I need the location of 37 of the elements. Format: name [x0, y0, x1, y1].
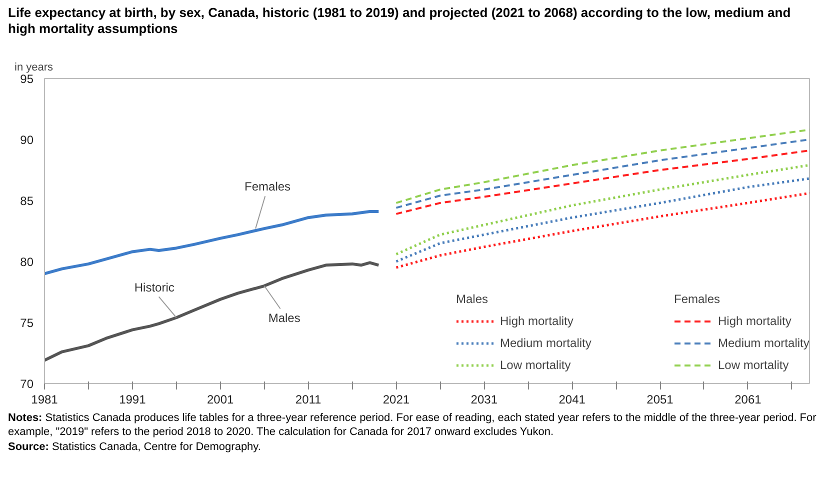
line-series	[395, 138, 810, 209]
y-tick-label: 70	[20, 377, 34, 391]
y-tick-label: 90	[20, 133, 34, 147]
x-tick-label: 2051	[646, 392, 674, 406]
legend-label: High mortality	[718, 314, 792, 328]
x-tick-label: 2001	[207, 392, 234, 406]
annotation: Females	[674, 292, 722, 306]
chart-title: Life expectancy at birth, by sex, Canada, historic (1981 to 2019) and projected (2021 to 2068) according to the low, medium and high mortality assumptions	[8, 5, 791, 36]
legend-label: Low mortality	[718, 358, 789, 372]
y-tick-label: 80	[20, 255, 34, 269]
y-axis-title: in years	[14, 62, 54, 74]
legend-label: Low mortality	[500, 358, 571, 372]
text: Notes: Statistics Canada produces life tables for a three-year reference period. For ease of reading, each stated year refers to the middle of the three-year period. For example, "2019" refers to the period 2018 to 2020. The calculation for Canada for 2017 onward excludes Yukon.	[8, 412, 816, 438]
x-tick-label: 1981	[31, 392, 58, 406]
line-series	[394, 192, 810, 269]
annotation: Females	[244, 180, 291, 194]
line-series	[44, 210, 380, 276]
x-tick-label: 2021	[382, 392, 410, 406]
y-tick-label: 75	[20, 316, 34, 330]
line-series	[394, 177, 810, 263]
legend-label: Medium mortality	[718, 336, 810, 350]
legend-label: High mortality	[500, 314, 574, 328]
line-series	[394, 164, 810, 256]
x-tick-label: 2061	[734, 392, 762, 406]
annotation: Males	[268, 310, 300, 325]
source-note: Source: Statistics Canada, Centre for Demography.	[8, 440, 261, 453]
x-tick-label: 2031	[470, 392, 498, 406]
x-tick-label: 2041	[558, 392, 586, 406]
annotation: Historic	[134, 280, 174, 295]
legend-label: Medium mortality	[500, 336, 592, 350]
line-series	[395, 149, 810, 215]
annotation: Males	[456, 292, 490, 306]
x-tick-label: 2011	[295, 392, 322, 406]
y-tick-label: 85	[20, 194, 34, 208]
x-tick-label: 1991	[119, 392, 146, 406]
line-series	[44, 261, 380, 362]
y-tick-label: 95	[20, 72, 34, 86]
